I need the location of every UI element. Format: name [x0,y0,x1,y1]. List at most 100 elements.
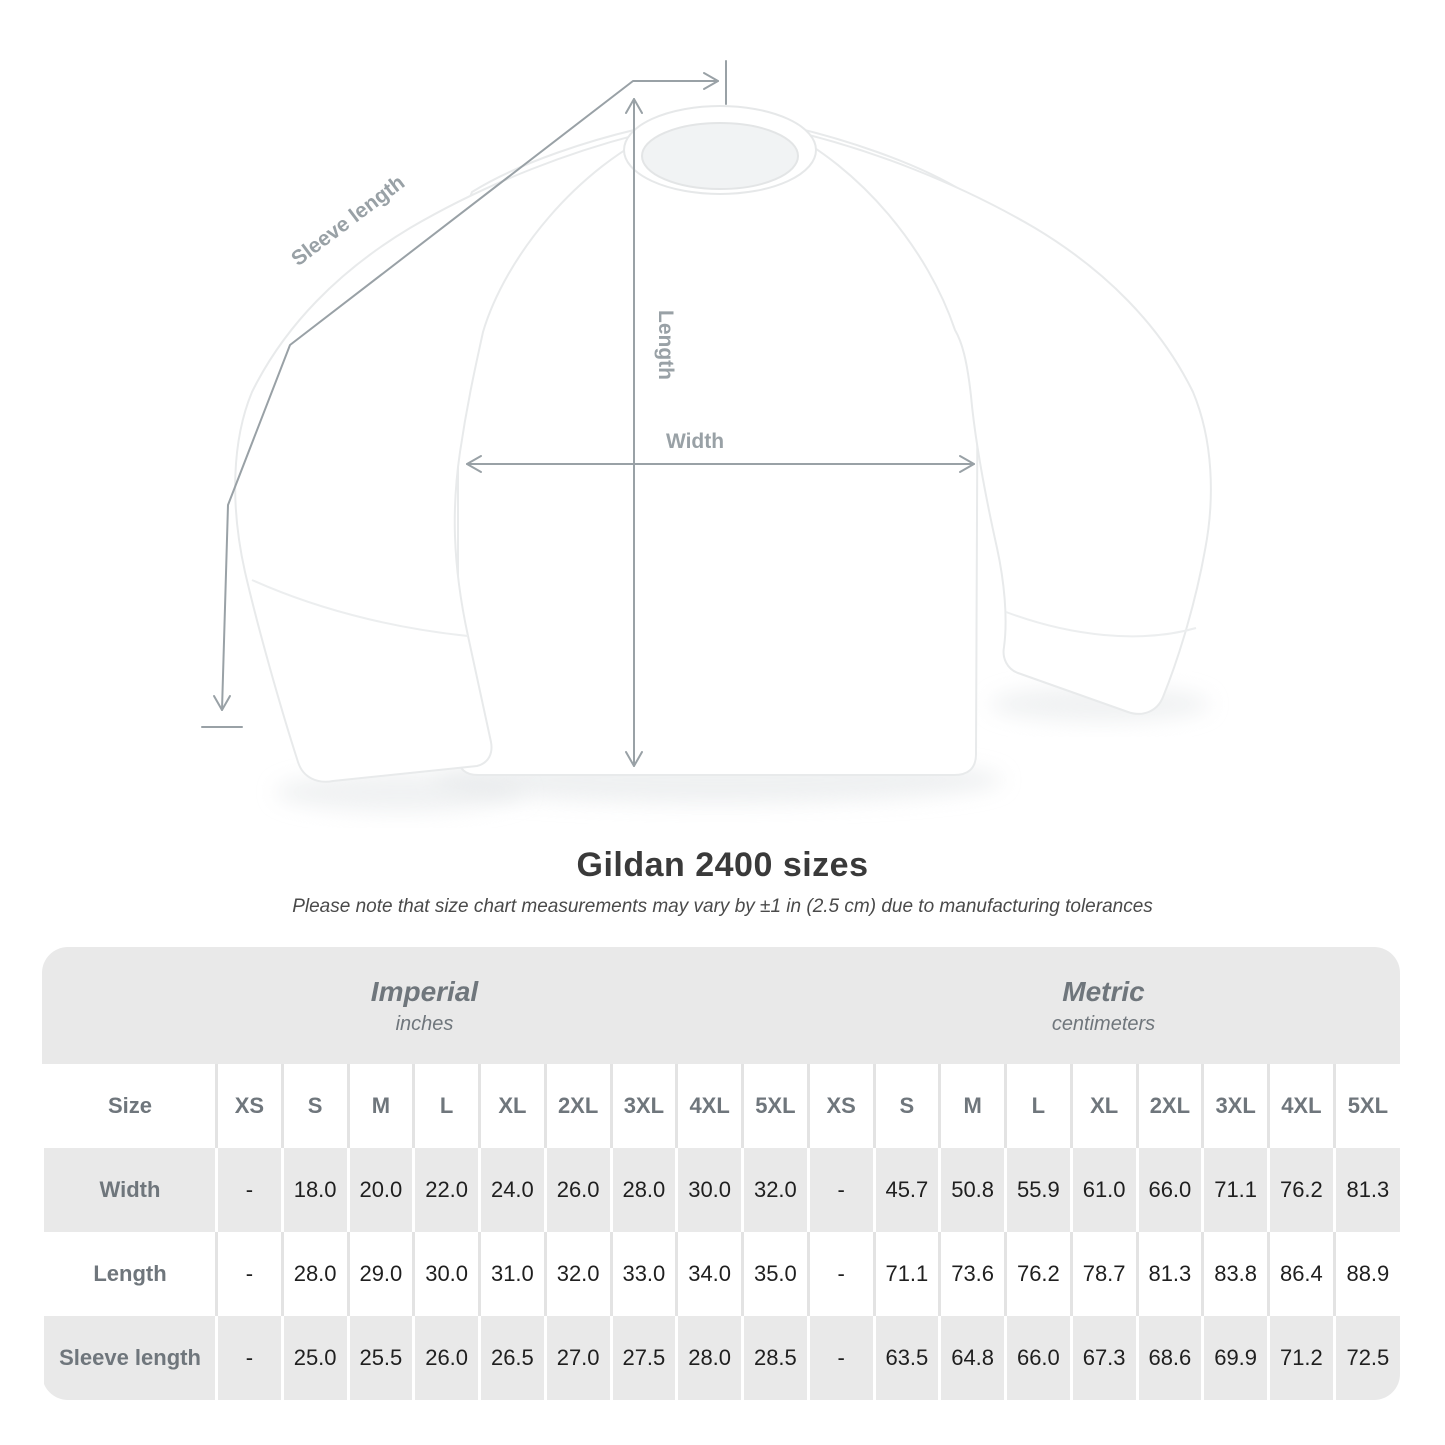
size-value-cell: - [806,1316,874,1400]
size-value-cell: 25.0 [280,1316,348,1400]
size-value-cell: 28.5 [741,1316,809,1400]
unit-band: Imperial inches Metric centimeters [42,947,1400,1064]
size-col-header: 5XL [1332,1064,1400,1148]
size-value-cell: 18.0 [280,1148,348,1232]
size-value-cell: 35.0 [741,1232,809,1316]
size-col-header: L [412,1064,480,1148]
size-value-cell: 88.9 [1332,1232,1400,1316]
size-col-header: S [280,1064,348,1148]
size-value-cell: 31.0 [478,1232,546,1316]
collar-opening [641,122,799,190]
right-cuff-seam [1005,611,1197,638]
size-value-cell: 28.0 [609,1148,677,1232]
size-value-cell: 27.5 [609,1316,677,1400]
row-label-length: Length [93,1261,167,1286]
imperial-header: Imperial inches [42,947,807,1064]
size-value-cell: 63.5 [872,1316,940,1400]
size-value-cell: 26.5 [478,1316,546,1400]
sizes-table: Size XS S M L XL 2XL 3XL 4XL 5XL XS S M L XL 2XL 3XL 4XL… [42,1064,1400,1400]
size-col-header: 3XL [609,1064,677,1148]
width-row: Width -18.0 20.0 22.0 24.0 26.0 28.0 30.0 32.0-… [43,1148,1400,1232]
size-value-cell: 34.0 [675,1232,743,1316]
size-value-cell: 81.3 [1332,1148,1400,1232]
length-row: Length -28.0 29.0 30.0 31.0 32.0 33.0 34.0 35.0… [43,1232,1400,1316]
size-value-cell: 66.0 [1135,1148,1203,1232]
size-value-cell: 81.3 [1135,1232,1203,1316]
size-value-cell: 86.4 [1267,1232,1335,1316]
sleeve-length-row: Sleeve length -25.0 25.5 26.0 26.5 27.0 27.5 2… [43,1316,1400,1400]
sleeve-length-arrow [201,60,727,728]
size-header-label: Size [107,1093,153,1118]
imperial-subtitle: inches [395,1012,454,1035]
size-value-cell: 45.7 [872,1148,940,1232]
tolerance-note: Please note that size chart measurements… [292,896,1153,917]
size-value-cell: 32.0 [543,1232,611,1316]
row-label-width: Width [99,1177,161,1202]
size-value-cell: 27.0 [543,1316,611,1400]
size-value-cell: 71.1 [872,1232,940,1316]
shirt-diagram: Sleeve length Length Width [201,60,1212,812]
length-label: Length [654,310,677,380]
size-value-cell: 76.2 [1267,1148,1335,1232]
size-value-cell: 69.9 [1201,1316,1269,1400]
size-col-header: 4XL [675,1064,743,1148]
size-value-cell: 30.0 [675,1148,743,1232]
size-value-cell: 25.5 [346,1316,414,1400]
page-title: Gildan 2400 sizes [576,846,869,884]
size-value-cell: 24.0 [478,1148,546,1232]
size-value-cell: 22.0 [412,1148,480,1232]
size-col-header: XL [478,1064,546,1148]
size-col-header: 3XL [1201,1064,1269,1148]
metric-subtitle: centimeters [1051,1012,1156,1035]
left-cuff-shadow [275,772,525,812]
size-value-cell: 71.1 [1201,1148,1269,1232]
size-value-cell: - [215,1148,283,1232]
size-col-header: M [938,1064,1006,1148]
size-value-cell: 28.0 [280,1232,348,1316]
size-value-cell: 33.0 [609,1232,677,1316]
size-col-header: L [1004,1064,1072,1148]
size-value-cell: 29.0 [346,1232,414,1316]
size-value-cell: - [215,1316,283,1400]
size-value-cell: 68.6 [1135,1316,1203,1400]
size-value-cell: 30.0 [412,1232,480,1316]
size-col-header: S [872,1064,940,1148]
size-value-cell: 67.3 [1069,1316,1137,1400]
size-value-cell: 76.2 [1004,1232,1072,1316]
size-col-header: M [346,1064,414,1148]
size-value-cell: 32.0 [741,1148,809,1232]
metric-title: Metric [1062,975,1145,1007]
size-col-header: 5XL [741,1064,809,1148]
size-value-cell: 72.5 [1332,1316,1400,1400]
size-value-cell: 83.8 [1201,1232,1269,1316]
imperial-title: Imperial [370,975,479,1007]
size-value-cell: 55.9 [1004,1148,1072,1232]
width-label: Width [666,430,724,453]
size-value-cell: 71.2 [1267,1316,1335,1400]
size-value-cell: - [215,1232,283,1316]
length-arrow [625,98,643,767]
size-value-cell: - [806,1148,874,1232]
shirt-left-sleeve [234,127,666,783]
size-col-header: XS [806,1064,874,1148]
width-arrow [466,455,975,473]
size-value-cell: 26.0 [412,1316,480,1400]
size-col-header: XS [215,1064,283,1148]
size-value-cell: 78.7 [1069,1232,1137,1316]
row-label-sleeve-length: Sleeve length [59,1345,201,1370]
size-col-header: 2XL [1135,1064,1203,1148]
size-table-card: Imperial inches Metric centimeters Size … [42,947,1400,1400]
size-value-cell: 66.0 [1004,1316,1072,1400]
size-col-header: 2XL [543,1064,611,1148]
size-value-cell: 28.0 [675,1316,743,1400]
size-value-cell: 50.8 [938,1148,1006,1232]
size-col-header: XL [1069,1064,1137,1148]
size-value-cell: 20.0 [346,1148,414,1232]
size-value-cell: 61.0 [1069,1148,1137,1232]
metric-header: Metric centimeters [807,947,1400,1064]
size-value-cell: 64.8 [938,1316,1006,1400]
size-value-cell: 26.0 [543,1148,611,1232]
left-cuff-seam [251,579,469,637]
size-value-cell: - [806,1232,874,1316]
